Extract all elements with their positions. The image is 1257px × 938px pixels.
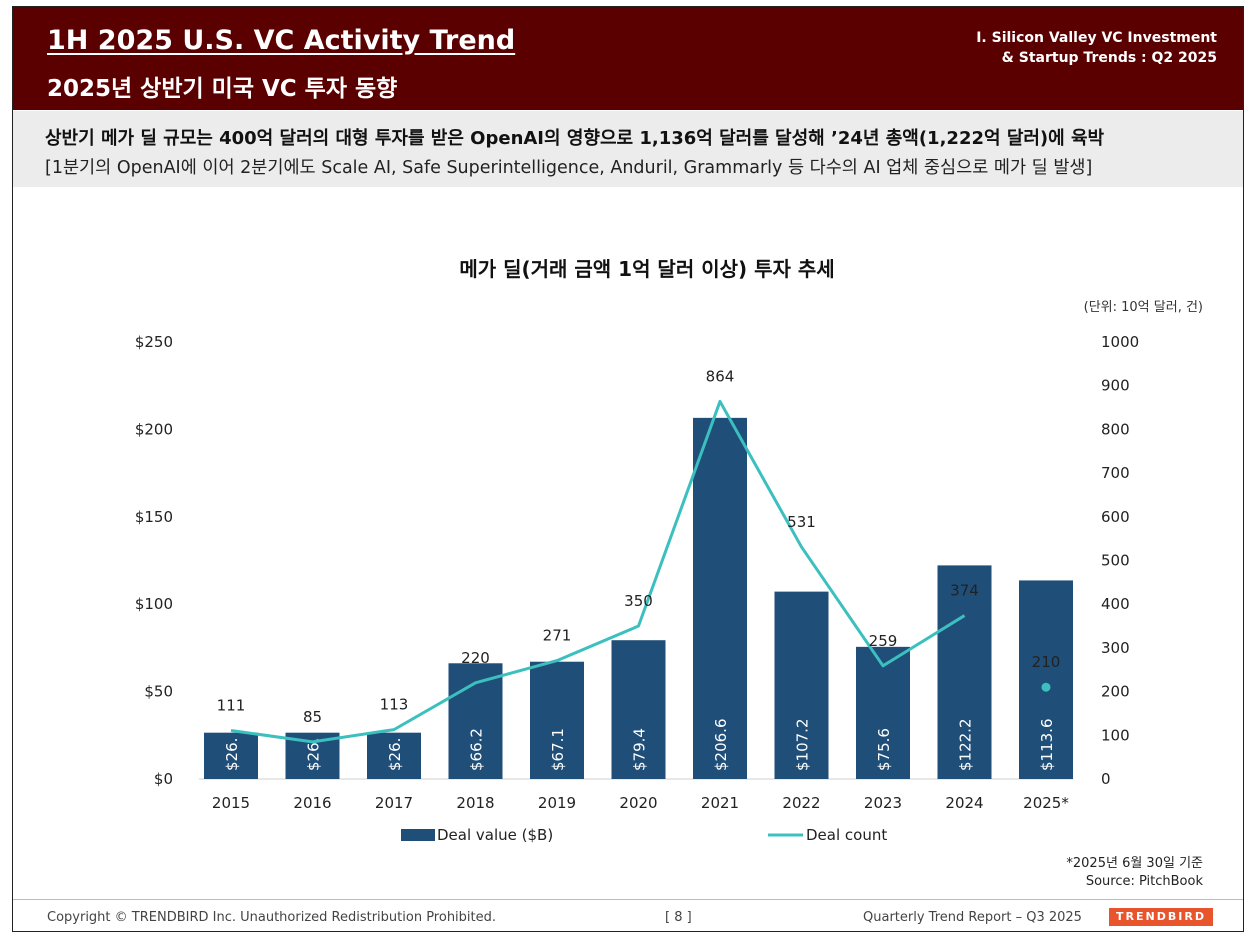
bar-value-label: $107.2 <box>794 719 812 772</box>
bar-2023 <box>856 646 910 779</box>
bar-value-label: $75.6 <box>875 728 893 771</box>
y-left-tick-label: $250 <box>135 333 173 351</box>
y-right-tick-label: 500 <box>1101 552 1130 570</box>
y-right-tick-label: 800 <box>1101 420 1130 438</box>
unit-note: (단위: 10억 달러, 건) <box>1084 300 1203 315</box>
deal-count-label: 531 <box>787 513 816 531</box>
bar-value-label: $66.2 <box>468 728 486 771</box>
legend-label-deal-value: Deal value ($B) <box>437 826 553 844</box>
bar-value-label: $26. <box>386 738 404 771</box>
section-label-line2: & Startup Trends : Q2 2025 <box>1001 50 1217 66</box>
section-label: I. Silicon Valley VC Investment & Startu… <box>976 28 1217 68</box>
deal-count-label: 210 <box>1032 653 1061 671</box>
y-right-tick-label: 0 <box>1101 770 1111 788</box>
x-tick-label: 2019 <box>538 794 576 812</box>
deal-count-label: 259 <box>869 632 898 650</box>
page-title: 1H 2025 U.S. VC Activity Trend <box>47 25 516 56</box>
y-right-tick-label: 300 <box>1101 639 1130 657</box>
x-tick-label: 2016 <box>293 794 331 812</box>
chart-area: 메가 딜(거래 금액 1억 달러 이상) 투자 추세 (단위: 10억 달러, … <box>13 187 1243 889</box>
footer-copyright: Copyright © TRENDBIRD Inc. Unauthorized … <box>47 910 497 925</box>
bar-value-label: $122.2 <box>957 719 975 772</box>
x-tick-label: 2018 <box>456 794 494 812</box>
y-axis-right: 0 100 200 300 400 500 600 700 800 900 1000 <box>1101 333 1139 788</box>
y-left-tick-label: $200 <box>135 420 173 438</box>
x-tick-label: 2021 <box>701 794 739 812</box>
y-left-tick-label: $50 <box>144 683 173 701</box>
deal-count-label: 864 <box>706 367 735 385</box>
footer-page-number: [ 8 ] <box>665 910 692 925</box>
bar-2015 <box>204 732 258 779</box>
header-banner: 1H 2025 U.S. VC Activity Trend 2025년 상반기… <box>13 7 1243 110</box>
bar-value-label: $67.1 <box>549 728 567 771</box>
bar-2021 <box>693 417 747 779</box>
y-right-tick-label: 1000 <box>1101 333 1139 351</box>
slide-frame: 1H 2025 U.S. VC Activity Trend 2025년 상반기… <box>12 6 1244 932</box>
x-tick-label: 2025* <box>1023 794 1069 812</box>
x-tick-label: 2015 <box>212 794 250 812</box>
deal-count-point-2025 <box>1041 682 1051 692</box>
bar-value-label: $26. <box>305 738 323 771</box>
x-tick-label: 2023 <box>864 794 902 812</box>
footer-report-name: Quarterly Trend Report – Q3 2025 <box>863 910 1082 925</box>
bar-2019 <box>530 661 584 779</box>
footer: Copyright © TRENDBIRD Inc. Unauthorized … <box>13 899 1243 931</box>
y-axis-left: $0 $50 $100 $150 $200 $250 <box>135 333 173 788</box>
section-label-line1: I. Silicon Valley VC Investment <box>976 30 1217 46</box>
deal-count-label: 220 <box>461 649 490 667</box>
deal-count-label: 350 <box>624 592 653 610</box>
x-tick-label: 2024 <box>945 794 983 812</box>
y-right-tick-label: 200 <box>1101 683 1130 701</box>
y-left-tick-label: $100 <box>135 595 173 613</box>
y-right-tick-label: 400 <box>1101 595 1130 613</box>
bar-2024 <box>937 565 992 779</box>
line-series: 111 85 113 220 271 350 864 531 259 374 210 <box>217 367 1061 744</box>
chart-title: 메가 딜(거래 금액 1억 달러 이상) 투자 추세 <box>459 257 834 281</box>
bar-2020 <box>611 640 666 779</box>
mega-deal-chart: 메가 딜(거래 금액 1억 달러 이상) 투자 추세 (단위: 10억 달러, … <box>135 257 1204 889</box>
summary-headline: 상반기 메가 딜 규모는 400억 달러의 대형 투자를 받은 OpenAI의 … <box>45 128 1105 149</box>
y-right-tick-label: 100 <box>1101 726 1130 744</box>
x-axis-labels: 2015 2016 2017 2018 2019 2020 2021 2022 2023 2024… <box>212 794 1069 812</box>
bar-2017 <box>367 732 421 779</box>
bar-2022 <box>774 591 829 779</box>
x-tick-label: 2020 <box>619 794 657 812</box>
legend-label-deal-count: Deal count <box>806 826 887 844</box>
legend-swatch-deal-value <box>401 829 435 841</box>
summary-box: 상반기 메가 딜 규모는 400억 달러의 대형 투자를 받은 OpenAI의 … <box>13 111 1243 187</box>
chart-note: *2025년 6월 30일 기준 <box>1066 856 1203 871</box>
chart-source: Source: PitchBook <box>1086 874 1204 887</box>
legend: Deal value ($B) Deal count <box>401 826 887 844</box>
deal-count-label: 271 <box>543 627 572 645</box>
deal-count-label: 85 <box>303 708 322 726</box>
deal-count-label: 113 <box>380 696 409 714</box>
deal-count-label: 111 <box>217 696 246 714</box>
bar-value-label: $206.6 <box>712 719 730 772</box>
deal-count-line <box>230 399 966 744</box>
y-right-tick-label: 700 <box>1101 464 1130 482</box>
x-tick-label: 2017 <box>375 794 413 812</box>
bar-value-label: $113.6 <box>1038 719 1056 772</box>
deal-count-label: 374 <box>950 582 979 600</box>
summary-detail: [1분기의 OpenAI에 이어 2분기에도 Scale AI, Safe Su… <box>45 158 1093 178</box>
y-left-tick-label: $0 <box>154 770 173 788</box>
y-right-tick-label: 900 <box>1101 377 1130 395</box>
page-subtitle: 2025년 상반기 미국 VC 투자 동향 <box>47 76 398 102</box>
y-right-tick-label: 600 <box>1101 508 1130 526</box>
bar-2025* <box>1019 580 1073 779</box>
bar-value-label: $26. <box>223 738 241 771</box>
x-tick-label: 2022 <box>782 794 820 812</box>
bar-value-label: $79.4 <box>631 728 649 771</box>
bar-series: $26. $26. $26. $66.2 $67.1 $79.4 $206.6 $107.2 $… <box>204 417 1073 779</box>
trendbird-logo: TRENDBIRD <box>1109 908 1213 926</box>
y-left-tick-label: $150 <box>135 508 173 526</box>
